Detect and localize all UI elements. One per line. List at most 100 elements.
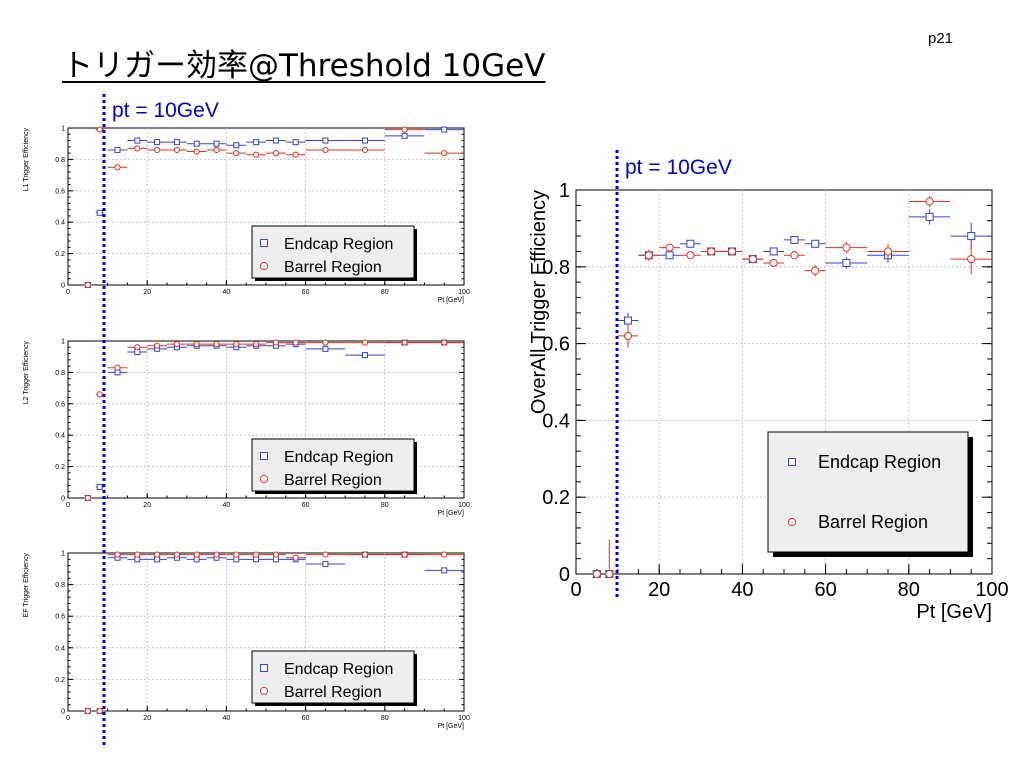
data-point-endcap (322, 345, 329, 352)
tick-label-x: 40 (223, 715, 231, 722)
data-point-barrel (769, 258, 778, 268)
tick-label-y: 0.6 (55, 401, 65, 408)
data-point-barrel (644, 251, 653, 260)
data-point-endcap (96, 484, 103, 491)
data-point-barrel (253, 551, 260, 558)
legend: Endcap Region Barrel Region (251, 650, 417, 706)
data-point-barrel (322, 146, 329, 154)
chart-2: 0 20 40 60 80 100 0 0.2 0.4 0.6 0.8 1 Pt [GeV] L2 Tri… (23, 339, 470, 518)
tick-label-y: 0.4 (55, 433, 65, 440)
tick-label-y: 0.8 (542, 257, 570, 279)
tick-label-x: 100 (975, 579, 1008, 601)
tick-label-x: 20 (648, 579, 670, 601)
tick-label-y: 0.4 (55, 645, 65, 652)
data-point-endcap (134, 137, 141, 144)
legend-box (251, 225, 415, 279)
legend-box (767, 431, 969, 553)
series-barrel (592, 195, 992, 579)
data-point-barrel (292, 339, 299, 346)
tick-label-y: 1 (61, 339, 65, 346)
data-point-endcap (233, 142, 240, 149)
data-point-barrel (96, 707, 103, 715)
tick-label-x: 80 (898, 579, 920, 601)
tick-label-y: 0.4 (55, 220, 65, 227)
data-point-endcap (154, 139, 161, 146)
data-point-barrel (253, 151, 260, 158)
data-point-endcap (253, 139, 260, 146)
tick-label-y: 0 (61, 496, 65, 503)
tick-label-y: 0.2 (55, 677, 65, 684)
legend-label-endcap: Endcap Region (284, 236, 393, 253)
data-point-barrel (322, 339, 329, 346)
legend: Endcap Region Barrel Region (251, 438, 417, 494)
threshold-label-right: pt = 10GeV (625, 156, 732, 179)
data-point-barrel (154, 551, 161, 558)
data-point-barrel (842, 243, 851, 252)
legend: Endcap Region Barrel Region (767, 431, 973, 557)
data-point-barrel (154, 146, 161, 154)
data-point-barrel (361, 339, 369, 346)
data-point-barrel (96, 391, 103, 398)
data-point-endcap (213, 140, 220, 147)
data-point-endcap (624, 316, 632, 325)
data-point-barrel (811, 266, 820, 275)
tick-label-x: 80 (381, 715, 389, 722)
data-point-barrel (623, 331, 633, 341)
data-point-barrel (173, 551, 180, 558)
tick-label-y: 0.2 (55, 464, 65, 471)
data-point-endcap (925, 212, 934, 221)
data-point-endcap (322, 561, 329, 568)
tick-label-x: 40 (731, 579, 753, 601)
data-point-barrel (173, 146, 180, 154)
data-point-barrel (193, 551, 200, 558)
data-point-barrel (883, 247, 893, 256)
data-point-barrel (665, 243, 674, 252)
data-point-endcap (322, 137, 329, 144)
data-point-barrel (401, 339, 408, 346)
legend-label-barrel: Barrel Region (284, 684, 382, 701)
legend-marker-endcap (260, 664, 268, 672)
data-point-endcap (193, 140, 200, 147)
data-point-barrel (272, 551, 279, 558)
tick-label-x: 60 (302, 289, 310, 296)
data-point-endcap (362, 352, 368, 359)
data-point-endcap (441, 126, 448, 133)
page-number: p21 (928, 30, 954, 47)
tick-label-x: 100 (458, 715, 470, 722)
data-point-endcap (114, 146, 121, 153)
tick-label-x: 20 (143, 289, 151, 296)
threshold-label-left: pt = 10GeV (112, 99, 219, 122)
tick-label-y: 0.6 (55, 614, 65, 621)
tick-label-x: 0 (570, 579, 581, 601)
chart-4: 0 20 40 60 80 100 0 0.2 0.4 0.6 0.8 1 Pt [GeV] OverAl… (528, 180, 1009, 623)
data-point-barrel (84, 281, 91, 289)
data-point-barrel (213, 341, 220, 348)
data-point-endcap (173, 139, 180, 146)
x-axis-title: Pt [GeV] (438, 510, 465, 517)
tick-label-x: 100 (458, 289, 470, 296)
data-point-barrel (361, 146, 369, 154)
y-axis-title: OverAll Trigger Efficiency (528, 190, 550, 414)
data-point-barrel (272, 150, 279, 157)
data-point-barrel (233, 551, 240, 558)
data-point-barrel (233, 341, 240, 348)
data-point-barrel (441, 339, 448, 346)
data-point-barrel (322, 551, 329, 558)
data-point-barrel (84, 707, 91, 715)
tick-label-x: 40 (223, 502, 231, 509)
slide-title: トリガー効率@Threshold 10GeV (62, 48, 546, 84)
tick-label-x: 60 (814, 579, 836, 601)
legend-label-barrel: Barrel Region (284, 472, 382, 489)
legend-marker-endcap (788, 458, 796, 466)
tick-label-x: 80 (381, 289, 389, 296)
tick-label-y: 0 (559, 564, 570, 586)
tick-label-y: 1 (61, 126, 65, 133)
data-point-barrel (605, 569, 614, 579)
data-point-barrel (96, 126, 103, 133)
data-point-barrel (292, 554, 299, 561)
tick-label-y: 0.2 (542, 487, 570, 509)
legend-label-endcap: Endcap Region (284, 661, 393, 678)
tick-label-x: 0 (66, 289, 70, 296)
